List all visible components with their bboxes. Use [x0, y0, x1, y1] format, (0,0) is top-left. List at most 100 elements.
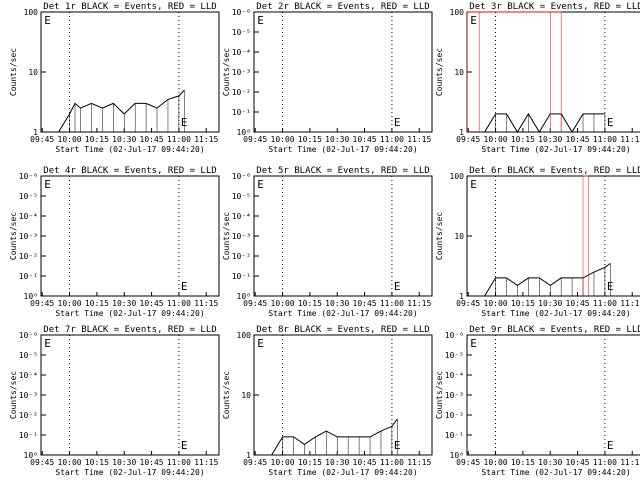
panel-title: Det 1r BLACK = Events, RED = LLD	[43, 2, 216, 12]
plot-frame	[40, 175, 220, 297]
e-marker: E	[44, 337, 51, 350]
x-tick-label: 09:45	[30, 458, 54, 467]
y-tick-label: 1	[33, 128, 38, 137]
e-marker: E	[181, 280, 188, 293]
series-line	[271, 418, 398, 456]
plot-frame	[40, 334, 220, 456]
x-tick-label: 11:00	[380, 458, 404, 467]
x-tick-label: 10:30	[325, 299, 349, 308]
panel-title: Det 8r BLACK = Events, RED = LLD	[256, 325, 429, 335]
x-tick-label: 10:15	[511, 135, 535, 144]
x-tick-label: 10:30	[112, 135, 136, 144]
y-tick-label: 10⁻⁵	[445, 351, 464, 360]
x-tick-label: 10:00	[484, 299, 508, 308]
x-tick-label: 10:00	[271, 299, 295, 308]
y-tick-label: 10⁻⁵	[19, 192, 38, 201]
x-axis-label: Start Time (02-Jul-17 09:44:20)	[481, 309, 630, 318]
plot-frame	[40, 11, 220, 133]
x-tick-label: 10:00	[58, 135, 82, 144]
y-tick-label: 10⁰	[24, 292, 38, 301]
e-marker: E	[257, 178, 264, 191]
panel-title: Det 9r BLACK = Events, RED = LLD	[469, 325, 640, 335]
e-marker: E	[181, 439, 188, 452]
x-tick-label: 10:15	[298, 299, 322, 308]
x-tick-label: 11:15	[620, 135, 640, 144]
x-tick-label: 10:30	[538, 458, 562, 467]
y-tick-label: 10⁻⁶	[232, 8, 251, 17]
y-tick-label: 10⁻³	[232, 68, 251, 77]
series-line	[484, 262, 611, 297]
y-tick-label: 10⁻³	[445, 391, 464, 400]
x-axis-label: Start Time (02-Jul-17 09:44:20)	[268, 145, 417, 154]
x-tick-label: 11:15	[407, 458, 431, 467]
e-marker: E	[607, 116, 614, 129]
y-tick-label: 10⁻¹	[19, 272, 38, 281]
panel-title: Det 6r BLACK = Events, RED = LLD	[469, 166, 640, 176]
panel-title: Det 2r BLACK = Events, RED = LLD	[256, 2, 429, 12]
x-tick-label: 11:00	[593, 299, 617, 308]
y-tick-label: 10⁻⁵	[232, 28, 251, 37]
y-tick-label: 10⁻²	[232, 88, 251, 97]
x-tick-label: 10:00	[271, 135, 295, 144]
x-tick-label: 11:00	[167, 458, 191, 467]
panel-title: Det 7r BLACK = Events, RED = LLD	[43, 325, 216, 335]
x-axis-label: Start Time (02-Jul-17 09:44:20)	[55, 468, 204, 477]
y-tick-label: 100	[24, 8, 39, 17]
x-tick-label: 10:30	[112, 299, 136, 308]
y-tick-label: 10⁻⁶	[445, 331, 464, 340]
x-tick-label: 10:30	[112, 458, 136, 467]
y-tick-label: 10⁻²	[232, 252, 251, 261]
x-tick-label: 10:00	[271, 458, 295, 467]
x-tick-label: 09:45	[243, 458, 267, 467]
x-tick-label: 10:15	[298, 135, 322, 144]
y-tick-label: 10⁻⁴	[445, 371, 464, 380]
x-tick-label: 11:15	[407, 299, 431, 308]
y-tick-label: 10	[241, 391, 251, 400]
y-tick-label: 10⁻¹	[19, 431, 38, 440]
panel-title: Det 5r BLACK = Events, RED = LLD	[256, 166, 429, 176]
x-tick-label: 10:00	[484, 135, 508, 144]
x-tick-label: 10:45	[140, 135, 164, 144]
plot-frame	[253, 11, 433, 133]
e-marker: E	[257, 14, 264, 27]
x-tick-label: 09:45	[456, 299, 480, 308]
y-axis-label: Counts/sec	[222, 48, 231, 96]
x-tick-label: 09:45	[243, 135, 267, 144]
e-marker: E	[470, 178, 477, 191]
y-tick-label: 10⁻⁵	[19, 351, 38, 360]
y-tick-label: 10⁻¹	[232, 108, 251, 117]
x-tick-label: 10:45	[566, 135, 590, 144]
x-tick-label: 10:45	[140, 458, 164, 467]
y-tick-label: 10⁰	[24, 451, 38, 460]
e-marker: E	[394, 116, 401, 129]
x-tick-label: 10:45	[140, 299, 164, 308]
x-tick-label: 10:45	[566, 458, 590, 467]
y-tick-label: 10⁻¹	[445, 431, 464, 440]
y-tick-label: 10⁻²	[19, 411, 38, 420]
x-tick-label: 10:15	[511, 299, 535, 308]
x-axis-label: Start Time (02-Jul-17 09:44:20)	[268, 309, 417, 318]
x-tick-label: 10:30	[538, 299, 562, 308]
x-axis-label: Start Time (02-Jul-17 09:44:20)	[268, 468, 417, 477]
plot-frame	[253, 175, 433, 297]
y-tick-label: 10⁻³	[19, 232, 38, 241]
x-tick-label: 11:15	[194, 458, 218, 467]
x-tick-label: 11:15	[407, 135, 431, 144]
y-tick-label: 10⁻⁴	[232, 212, 251, 221]
x-tick-label: 11:15	[620, 299, 640, 308]
y-tick-label: 10⁻³	[232, 232, 251, 241]
x-tick-label: 10:15	[85, 299, 109, 308]
y-tick-label: 10⁻⁶	[232, 172, 251, 181]
x-axis-label: Start Time (02-Jul-17 09:44:20)	[481, 145, 630, 154]
y-axis-label: Counts/sec	[435, 212, 444, 260]
x-tick-label: 11:00	[167, 299, 191, 308]
x-tick-label: 10:30	[325, 458, 349, 467]
x-tick-label: 11:15	[194, 299, 218, 308]
y-tick-label: 10⁻³	[19, 391, 38, 400]
y-tick-label: 10⁻⁴	[19, 371, 38, 380]
x-tick-label: 10:00	[58, 458, 82, 467]
series-line	[484, 112, 605, 133]
x-tick-label: 10:15	[511, 458, 535, 467]
y-tick-label: 10⁻⁴	[19, 212, 38, 221]
